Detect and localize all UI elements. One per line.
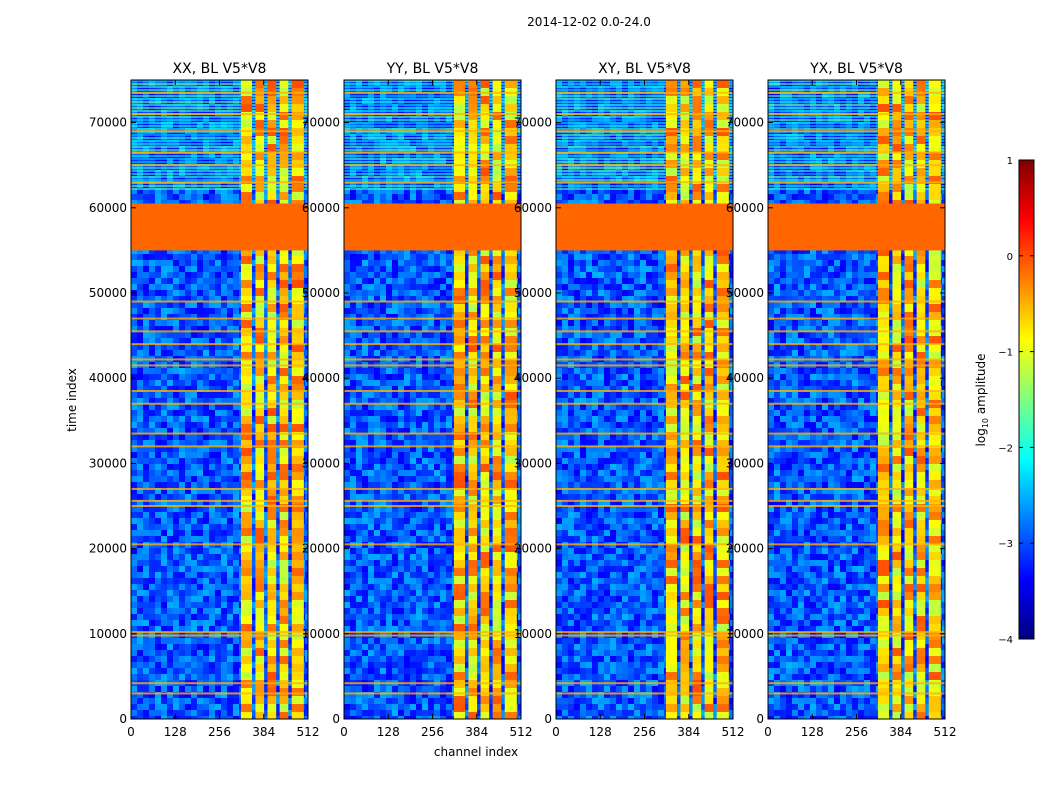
x-tick-label: 128 bbox=[377, 725, 400, 739]
panel-title: YX, BL V5*V8 bbox=[809, 61, 903, 77]
y-tick-label: 60000 bbox=[726, 201, 764, 215]
x-tick-label: 256 bbox=[845, 725, 868, 739]
y-tick-label: 40000 bbox=[514, 371, 552, 385]
x-tick-label: 128 bbox=[589, 725, 612, 739]
y-tick-label: 50000 bbox=[89, 286, 127, 300]
y-tick-label: 30000 bbox=[726, 456, 764, 470]
y-tick-label: 0 bbox=[756, 712, 764, 726]
colorbar-tick-label: −3 bbox=[998, 539, 1013, 550]
x-tick-label: 384 bbox=[465, 725, 488, 739]
x-tick-label: 0 bbox=[340, 725, 348, 739]
y-tick-label: 60000 bbox=[514, 201, 552, 215]
figure-title: 2014-12-02 0.0-24.0 bbox=[527, 15, 651, 29]
y-tick-label: 0 bbox=[119, 712, 127, 726]
x-tick-label: 0 bbox=[127, 725, 135, 739]
y-tick-label: 40000 bbox=[302, 371, 340, 385]
x-tick-label: 512 bbox=[297, 725, 320, 739]
y-axis-label: time index bbox=[65, 368, 79, 432]
y-tick-label: 30000 bbox=[89, 456, 127, 470]
panel-title: XY, BL V5*V8 bbox=[598, 61, 691, 77]
x-tick-label: 256 bbox=[208, 725, 231, 739]
x-tick-label: 0 bbox=[552, 725, 560, 739]
y-tick-label: 40000 bbox=[726, 371, 764, 385]
panel-title: YY, BL V5*V8 bbox=[386, 61, 479, 77]
x-tick-label: 384 bbox=[677, 725, 700, 739]
x-tick-label: 384 bbox=[889, 725, 912, 739]
y-tick-label: 10000 bbox=[89, 627, 127, 641]
x-tick-label: 512 bbox=[510, 725, 533, 739]
heatmap-image bbox=[344, 80, 521, 719]
y-tick-label: 70000 bbox=[726, 116, 764, 130]
y-tick-label: 10000 bbox=[726, 627, 764, 641]
panel-1: XX, BL V5*V8 0 128 256 384 512 0 10000 20000 3000… bbox=[89, 61, 320, 739]
y-tick-label: 20000 bbox=[89, 542, 127, 556]
x-tick-label: 384 bbox=[252, 725, 275, 739]
panel-4: YX, BL V5*V8 0 128 256 384 512 0 10000 20000 3000… bbox=[726, 61, 957, 739]
x-tick-label: 256 bbox=[421, 725, 444, 739]
panel-title: XX, BL V5*V8 bbox=[173, 61, 267, 77]
colorbar-gradient bbox=[1018, 159, 1035, 640]
y-tick-label: 30000 bbox=[514, 456, 552, 470]
colorbar-label: log10 amplitude bbox=[974, 354, 990, 447]
colorbar: 1 0 −1 −2 −3 −4 log10 amplitude bbox=[974, 156, 1035, 646]
x-tick-label: 256 bbox=[633, 725, 656, 739]
y-tick-label: 0 bbox=[332, 712, 340, 726]
y-tick-label: 50000 bbox=[726, 286, 764, 300]
y-tick-label: 30000 bbox=[302, 456, 340, 470]
panel-2: YY, BL V5*V8 0 128 256 384 512 0 10000 20000 3000… bbox=[302, 61, 533, 739]
y-tick-label: 20000 bbox=[726, 542, 764, 556]
y-tick-label: 20000 bbox=[302, 542, 340, 556]
heatmap-image bbox=[556, 80, 733, 719]
y-tick-label: 20000 bbox=[514, 542, 552, 556]
y-tick-label: 10000 bbox=[514, 627, 552, 641]
y-tick-label: 50000 bbox=[302, 286, 340, 300]
x-tick-label: 512 bbox=[722, 725, 745, 739]
colorbar-tick-label: −4 bbox=[998, 635, 1013, 646]
y-tick-label: 0 bbox=[544, 712, 552, 726]
x-tick-label: 128 bbox=[801, 725, 824, 739]
y-tick-label: 70000 bbox=[89, 116, 127, 130]
colorbar-tick-label: 1 bbox=[1007, 156, 1013, 167]
colorbar-tick-label: −1 bbox=[998, 348, 1013, 359]
heatmap-image bbox=[768, 80, 945, 719]
panels-group: XX, BL V5*V8 0 128 256 384 512 0 10000 20000 3000… bbox=[89, 61, 957, 739]
colorbar-tick-label: −2 bbox=[998, 443, 1013, 454]
y-tick-label: 40000 bbox=[89, 371, 127, 385]
y-tick-label: 60000 bbox=[89, 201, 127, 215]
heatmap-image bbox=[131, 80, 308, 719]
x-tick-label: 512 bbox=[934, 725, 957, 739]
y-tick-label: 10000 bbox=[302, 627, 340, 641]
panel-3: XY, BL V5*V8 0 128 256 384 512 0 10000 20000 3000… bbox=[514, 61, 745, 739]
x-tick-label: 128 bbox=[164, 725, 187, 739]
x-axis-label: channel index bbox=[434, 745, 518, 759]
x-tick-label: 0 bbox=[764, 725, 772, 739]
y-tick-label: 50000 bbox=[514, 286, 552, 300]
y-tick-label: 70000 bbox=[514, 116, 552, 130]
y-tick-label: 60000 bbox=[302, 201, 340, 215]
y-tick-label: 70000 bbox=[302, 116, 340, 130]
colorbar-tick-label: 0 bbox=[1007, 252, 1013, 263]
